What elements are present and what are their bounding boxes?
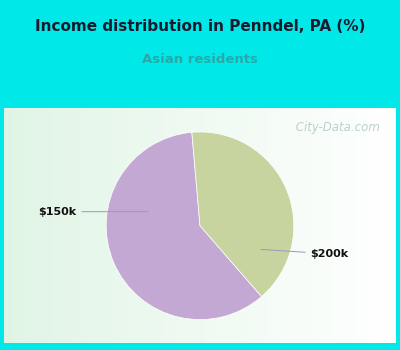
Text: City-Data.com: City-Data.com (292, 121, 380, 134)
Text: Asian residents: Asian residents (142, 53, 258, 66)
Text: $150k: $150k (38, 207, 148, 217)
Text: Income distribution in Penndel, PA (%): Income distribution in Penndel, PA (%) (35, 19, 365, 34)
Text: $200k: $200k (261, 249, 349, 259)
Wedge shape (106, 132, 262, 320)
Wedge shape (192, 132, 294, 296)
